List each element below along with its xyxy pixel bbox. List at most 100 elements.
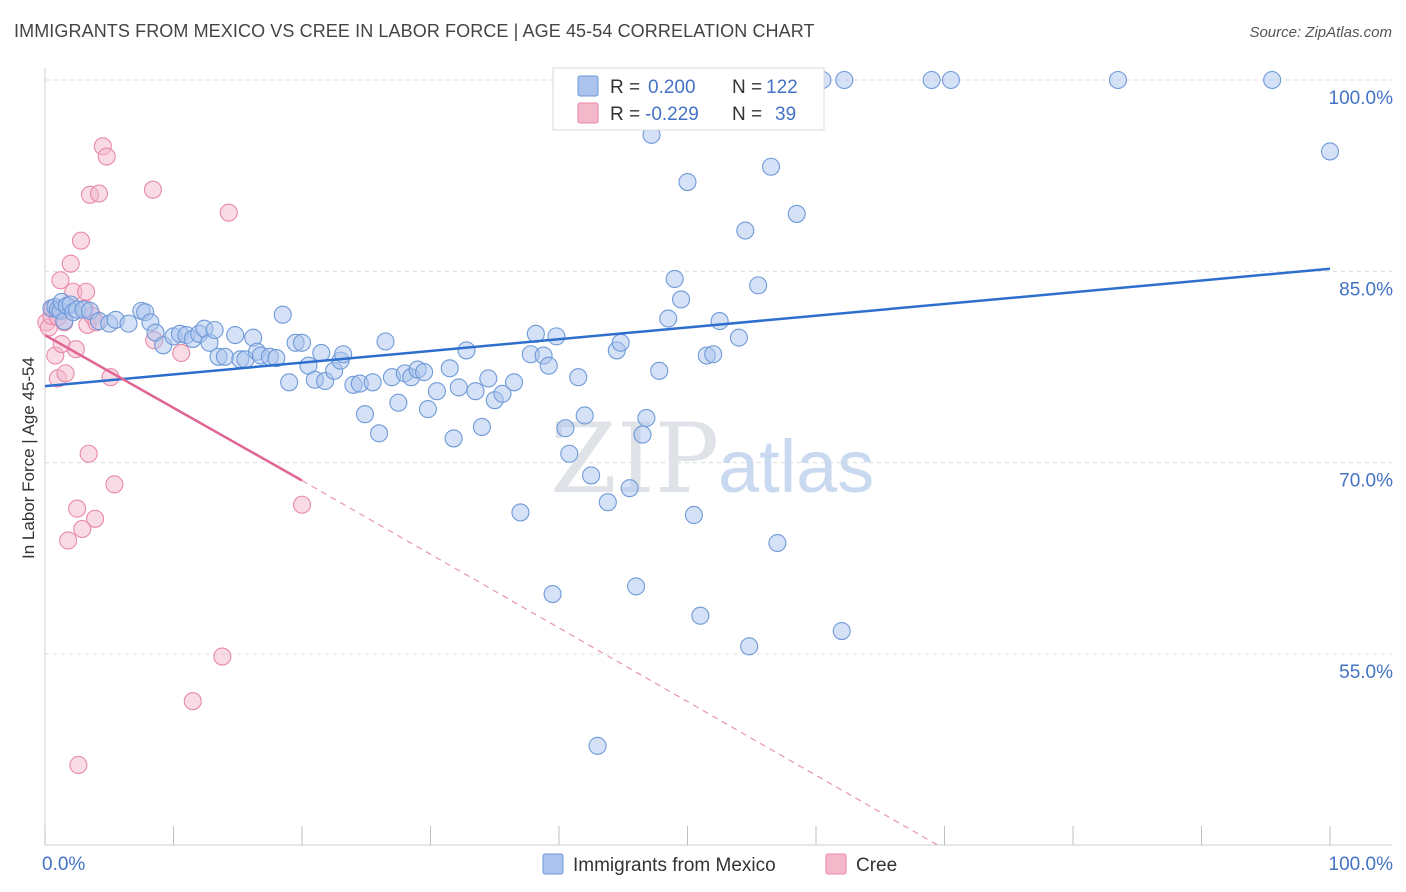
trend-lines [44, 267, 1331, 846]
y-tick-label: 70.0% [1339, 471, 1393, 492]
mexico-point [415, 363, 434, 382]
cree-point [68, 499, 87, 518]
legend-n-value-cree: 39 [775, 104, 796, 125]
cree-point [59, 531, 78, 550]
mexico-point [633, 425, 652, 444]
mexico-point [761, 157, 781, 176]
mexico-point [588, 736, 607, 755]
cree-point [56, 364, 75, 383]
mexico-point [832, 621, 851, 641]
mexico-point [672, 290, 691, 309]
mexico-point [119, 314, 138, 333]
y-tick-label: 55.0% [1339, 662, 1393, 683]
correlation-legend: R = 0.200 N = 122 R = -0.229 N = 39 [552, 67, 825, 131]
mexico-point [941, 70, 960, 90]
cree-point [105, 475, 124, 494]
mexico-point [1263, 70, 1282, 90]
cree-point [213, 647, 232, 666]
mexico-point [466, 382, 485, 401]
legend-n-label-cree: N = [732, 104, 762, 125]
mexico-point [736, 221, 755, 240]
mexico-point [740, 637, 759, 656]
mexico-point [684, 505, 703, 525]
y-tick-label: 100.0% [1329, 88, 1394, 109]
axes: 100.0% 85.0% 70.0% 55.0% 0.0% 100.0% [42, 68, 1393, 875]
y-axis-title: In Labor Force | Age 45-54 [19, 357, 38, 559]
cree-point [69, 755, 88, 775]
mexico-point [560, 444, 579, 463]
mexico-point [292, 333, 312, 352]
mexico-point [504, 373, 524, 392]
mexico-point [556, 419, 575, 438]
cree-point [172, 343, 191, 363]
mexico-point [479, 369, 498, 388]
mexico-point [691, 606, 710, 625]
mexico-point [205, 320, 224, 340]
legend-swatch-cree [577, 102, 599, 124]
legend-n-label-mexico: N = [732, 77, 762, 98]
mexico-point [620, 479, 639, 498]
mexico-point [355, 405, 375, 424]
x-tick-label: 0.0% [42, 854, 85, 875]
mexico-point [547, 327, 566, 346]
mexico-point [449, 378, 468, 397]
mexico-point [627, 577, 646, 596]
mexico-point [650, 361, 669, 380]
legend-n-value-mexico: 122 [766, 77, 798, 98]
cree-point [219, 203, 238, 222]
mexico-point [575, 406, 594, 425]
mexico-point [569, 368, 588, 387]
mexico-point [363, 373, 382, 392]
legend-r-label-mexico: R = [610, 77, 640, 98]
cree-point [77, 282, 96, 301]
cree-point [51, 271, 70, 290]
mexico-point [665, 269, 684, 289]
cree-point [97, 147, 116, 166]
mexico-point [729, 328, 748, 347]
mexico-point [427, 382, 446, 401]
mexico-point [389, 393, 408, 412]
cree-point [71, 231, 91, 250]
mexico-point [710, 312, 729, 331]
mexico-point [598, 493, 617, 512]
mexico-point [440, 359, 459, 378]
mexico-point [835, 70, 854, 90]
bottom-legend-swatch-cree [825, 853, 847, 875]
legend-r-label-cree: R = [610, 104, 640, 125]
mexico-point [1320, 142, 1340, 161]
mexico-point [418, 400, 437, 419]
cree-point [73, 519, 92, 539]
cree-point [183, 692, 202, 711]
cree-trend-extension [301, 480, 939, 846]
bottom-legend-label-mexico: Immigrants from Mexico [573, 855, 776, 876]
cree-trend-line [44, 334, 303, 482]
cree-point [86, 509, 105, 528]
mexico-point [922, 70, 941, 90]
mexico-point [768, 533, 787, 553]
x-tick-label: 100.0% [1329, 854, 1394, 875]
legend-r-value-cree: -0.229 [645, 104, 699, 125]
watermark: ZIP atlas [550, 403, 874, 515]
bottom-legend-label-cree: Cree [856, 855, 897, 876]
cree-point [143, 180, 162, 199]
mexico-point [267, 349, 286, 368]
series-legend: Immigrants from Mexico Cree [542, 853, 897, 876]
source-label: Source: ZipAtlas.com [1249, 24, 1392, 41]
mexico-point [659, 309, 678, 328]
mexico-point [511, 503, 530, 522]
mexico-point [312, 343, 331, 363]
y-tick-label: 85.0% [1339, 279, 1393, 300]
legend-r-value-mexico: 0.200 [648, 77, 696, 98]
chart-title: IMMIGRANTS FROM MEXICO VS CREE IN LABOR … [14, 21, 815, 41]
mexico-point [543, 584, 562, 604]
mexico-point [280, 373, 299, 392]
cree-point [292, 495, 312, 514]
mexico-point [376, 332, 395, 351]
mexico-point [749, 276, 768, 295]
mexico-point [444, 429, 463, 448]
cree-point [89, 184, 109, 203]
mexico-point [457, 341, 476, 360]
mexico-point [582, 466, 601, 485]
cree-point [79, 444, 98, 463]
